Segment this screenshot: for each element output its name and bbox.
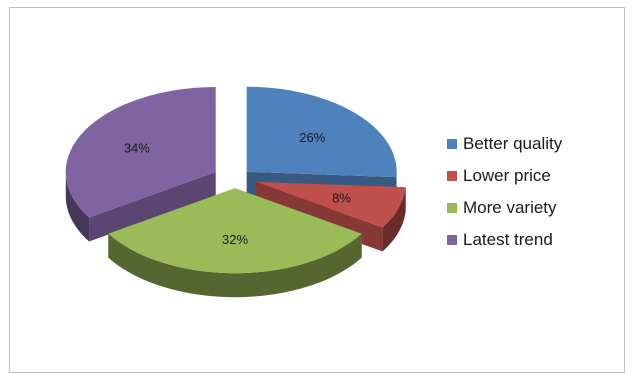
legend-item-more-variety: More variety (447, 192, 562, 224)
legend-label: Better quality (463, 134, 562, 154)
legend-label: Latest trend (463, 230, 553, 250)
legend: Better quality Lower price More variety … (447, 128, 562, 256)
legend-item-lower-price: Lower price (447, 160, 562, 192)
legend-label: More variety (463, 198, 557, 218)
legend-swatch (447, 203, 457, 213)
legend-item-latest-trend: Latest trend (447, 224, 562, 256)
legend-swatch (447, 235, 457, 245)
legend-label: Lower price (463, 166, 551, 186)
data-label: 32% (222, 232, 248, 247)
data-label: 8% (332, 191, 351, 206)
legend-swatch (447, 139, 457, 149)
data-label: 26% (299, 130, 325, 145)
legend-swatch (447, 171, 457, 181)
legend-item-better-quality: Better quality (447, 128, 562, 160)
data-label: 34% (124, 140, 150, 155)
